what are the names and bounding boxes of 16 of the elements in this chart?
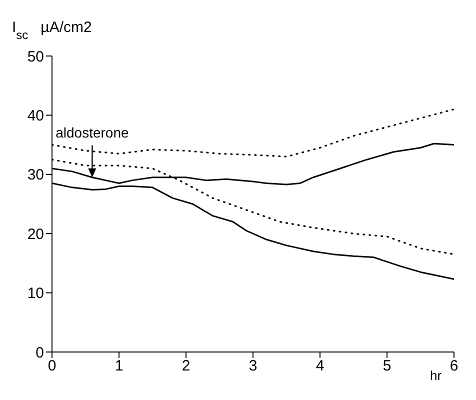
y-tick-label: 0 <box>36 344 44 362</box>
y-tick-label: 40 <box>27 108 44 125</box>
y-tick-label: 20 <box>27 226 44 243</box>
x-tick-label: 0 <box>48 358 56 375</box>
x-axis-title: hr <box>430 368 442 383</box>
x-tick-label: 1 <box>114 358 124 375</box>
x-tick-label: 3 <box>248 358 258 375</box>
annotation: aldosterone <box>56 124 129 140</box>
y-tick-label: 50 <box>27 48 44 66</box>
y-axis-title: I$_{sc}$ µA/cm2 <box>12 19 92 42</box>
y-tick-label: 10 <box>27 285 44 302</box>
x-tick-label: 4 <box>316 358 324 375</box>
x-tick-label: 5 <box>382 358 392 375</box>
x-tick-label: 2 <box>182 358 190 375</box>
x-tick-label: 6 <box>450 358 458 375</box>
y-tick-label: 30 <box>27 166 44 184</box>
